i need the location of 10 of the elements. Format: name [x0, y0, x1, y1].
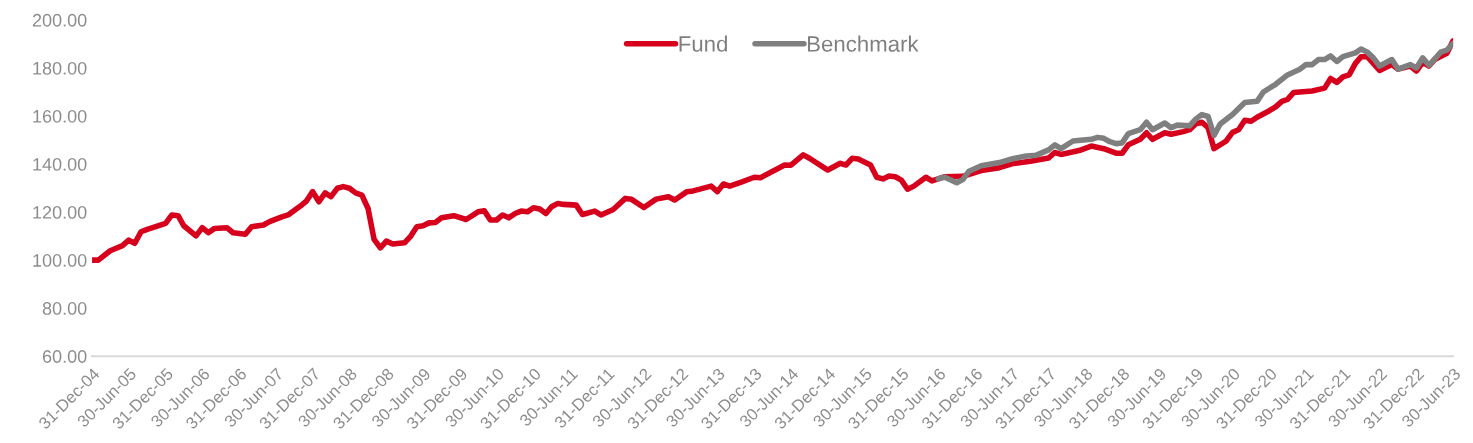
- legend-label: Benchmark: [807, 35, 919, 52]
- y-tick-label: 60.00: [42, 350, 87, 363]
- y-tick-label: 200.00: [32, 13, 87, 27]
- y-tick-label: 80.00: [42, 302, 87, 315]
- y-tick-label: 160.00: [33, 109, 87, 123]
- y-tick-label: 120.00: [33, 206, 87, 219]
- legend-label: Fund: [679, 35, 727, 52]
- y-tick-label: 100.00: [33, 254, 87, 267]
- y-tick-label: 180.00: [33, 61, 87, 75]
- y-tick-label: 140.00: [33, 157, 87, 171]
